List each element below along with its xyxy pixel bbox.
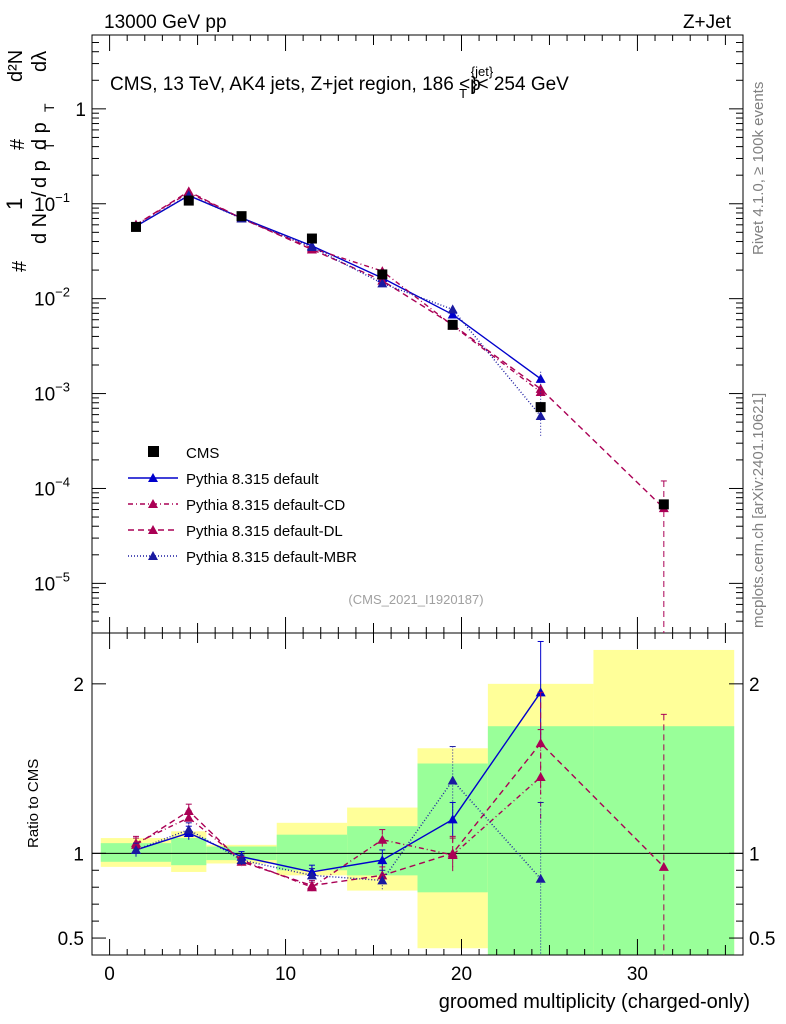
legend-marker-0 [148, 473, 158, 482]
ratio-marker-2 [535, 738, 546, 748]
main-frame [91, 34, 744, 634]
y-axis-label: # 1 d N / d p T # d p T d²N dλ [2, 50, 57, 272]
ratio-marker-3 [306, 870, 317, 880]
legend-marker-3 [148, 551, 158, 560]
band-green [276, 834, 348, 871]
legend-label-3: Pythia 8.315 default-MBR [186, 549, 357, 566]
ratio-tick-label: 2 [73, 675, 84, 696]
ylabel-t2: T [41, 103, 57, 112]
data-marker [306, 233, 317, 244]
series-line-3 [135, 194, 542, 417]
chart-title: CMS, 13 TeV, AK4 jets, Z+jet region, 186… [110, 64, 569, 101]
ylabel-dn: d N [29, 213, 51, 244]
watermark: (CMS_2021_I1920187) [348, 592, 483, 607]
ratio-marker-0 [377, 855, 388, 865]
x-tick-label: 10 [275, 964, 296, 985]
ratio-marker-3 [377, 875, 388, 885]
ratio-marker-3 [535, 873, 546, 883]
ratio-line-2 [135, 742, 665, 887]
data-marker [447, 319, 458, 330]
title-pt: p [470, 74, 481, 95]
ratio-tick-label-right: 2 [749, 675, 760, 696]
ylabel-dl: dλ [29, 51, 51, 72]
ylabel-one: 1 [2, 198, 27, 210]
ratio-series [130, 640, 669, 955]
data-marker [130, 221, 141, 232]
ratio-marker-2 [130, 839, 141, 849]
mcplots-label: mcplots.cern.ch [arXiv:2401.10621] [750, 393, 767, 628]
title-main: CMS, 13 TeV, AK4 jets, Z+jet region, 186… [110, 74, 470, 95]
legend-label-2: Pythia 8.315 default-DL [186, 523, 343, 540]
ylabel-dp: d p [29, 160, 51, 188]
x-tick-label: 0 [104, 964, 115, 985]
ratio-marker-3 [183, 824, 194, 834]
legend-marker-2 [148, 525, 158, 534]
ratio-marker-3 [236, 855, 247, 865]
legend: CMS Pythia 8.315 default Pythia 8.315 defa… [128, 445, 357, 566]
legend-label-0: Pythia 8.315 default [186, 471, 319, 488]
band-green [171, 838, 207, 866]
header-left: 13000 GeV pp [104, 12, 227, 33]
series-line-1 [135, 191, 542, 393]
main-series [130, 186, 669, 633]
series-marker-3 [377, 278, 388, 288]
series-marker-3 [306, 242, 317, 252]
ylabel-dp2: d p [29, 122, 51, 150]
y-tick-label: 10−3 [34, 380, 70, 406]
x-tick-label: 20 [451, 964, 472, 985]
ratio-marker-2 [306, 880, 317, 890]
ratio-frame [91, 632, 744, 956]
y-tick-label: 1 [75, 100, 86, 121]
series-marker-0 [447, 309, 458, 319]
ylabel-d2n: d²N [5, 50, 27, 82]
ratio-marker-3 [130, 844, 141, 854]
title-sup: {jet} [471, 64, 494, 79]
data-marker [535, 402, 546, 413]
ratio-tick-label: 1 [73, 844, 84, 865]
legend-marker-1 [148, 499, 158, 508]
ratio-marker-2 [658, 861, 669, 871]
data-marker [236, 211, 247, 222]
series-line-0 [135, 194, 542, 380]
ratio-marker-2 [183, 805, 194, 815]
x-axis-label: groomed multiplicity (charged-only) [439, 991, 750, 1013]
ylabel-slash: / [29, 191, 51, 197]
legend-label-data: CMS [186, 445, 219, 462]
ratio-axes: 0 10 20 30 0.5 0.5 1 1 2 2 [58, 632, 775, 985]
x-tick-label: 30 [627, 964, 648, 985]
title-tail: }< 254 GeV [471, 74, 569, 95]
data-marker [658, 499, 669, 510]
ratio-bands [100, 649, 735, 955]
y-tick-label: 10−2 [34, 285, 70, 311]
band-green [593, 726, 735, 955]
y-tick-label: 10−4 [34, 474, 70, 500]
rivet-label: Rivet 4.1.0, ≥ 100k events [750, 82, 767, 255]
ratio-marker-1 [377, 834, 388, 844]
band-green [487, 726, 594, 955]
series-marker-2 [535, 383, 546, 393]
ylabel-sharp-2: # [7, 138, 29, 150]
ratio-marker-3 [447, 775, 458, 785]
data-marker [377, 269, 388, 280]
series-marker-3 [447, 304, 458, 314]
ylabel-sharp-1: # [9, 260, 31, 272]
ratio-marker-0 [447, 814, 458, 824]
ratio-y-label: Ratio to CMS [25, 759, 42, 848]
ratio-tick-label-right: 0.5 [749, 929, 775, 950]
header-right: Z+Jet [683, 12, 732, 33]
ratio-tick-label: 0.5 [58, 929, 84, 950]
legend-label-1: Pythia 8.315 default-CD [186, 497, 345, 514]
series-marker-3 [535, 411, 546, 421]
legend-marker-data [148, 446, 159, 457]
title-sub: T [459, 86, 467, 101]
ylabel-t: T [41, 141, 57, 150]
series-line-2 [135, 190, 665, 509]
y-tick-label: 10−5 [34, 569, 70, 595]
data-marker [183, 195, 194, 206]
ratio-marker-2 [447, 848, 458, 858]
y-tick-label: 10−1 [34, 190, 70, 216]
main-axes: 1 10−1 10−2 10−3 10−4 10−5 [34, 34, 744, 634]
ratio-tick-label-right: 1 [749, 844, 760, 865]
